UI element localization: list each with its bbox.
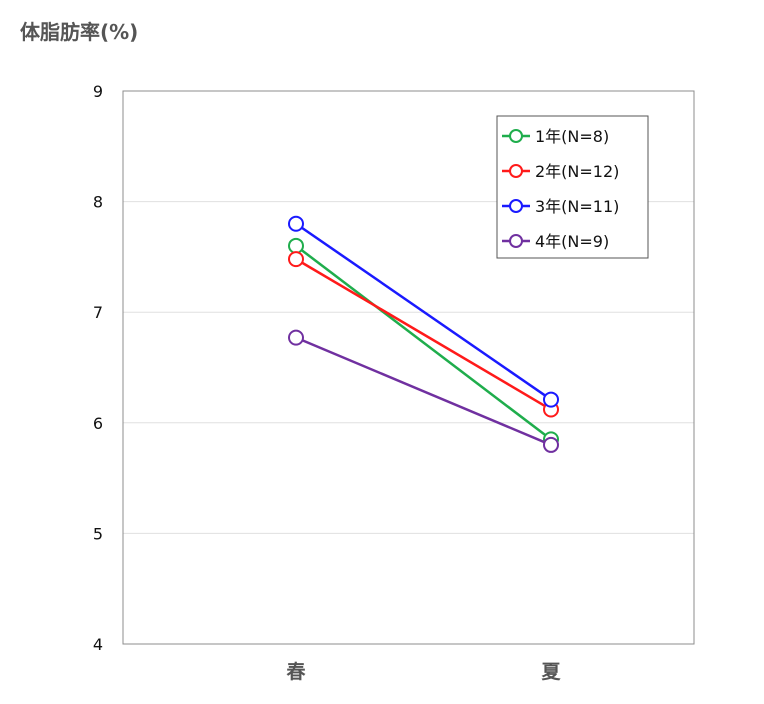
data-point [543,436,559,453]
legend-swatch-marker [509,129,523,143]
data-point [543,391,559,408]
y-tick-label: 6 [93,414,103,433]
series-3 [288,215,559,408]
x-category-label: 夏 [541,661,561,683]
legend-label: 3年(N=11) [535,197,619,216]
legend-swatch-marker [509,234,523,248]
y-tick-label: 8 [93,193,103,212]
series-1 [288,237,559,448]
series-line [295,244,552,441]
data-point [288,251,304,268]
legend-label: 4年(N=9) [535,232,609,251]
series-line [295,258,552,411]
data-point [288,329,304,346]
y-tick-label: 7 [93,303,103,322]
legend-swatch-marker [509,199,523,213]
y-tick-label: 9 [93,82,103,101]
series-4 [288,329,559,453]
legend-item: 1年(N=8) [502,127,609,146]
x-category-label: 春 [286,660,305,683]
series-lines [288,215,559,453]
plot-area [122,90,695,645]
data-point [288,215,304,232]
y-axis-ticks: 4 5 6 7 8 9 [93,82,103,654]
y-tick-label: 4 [93,635,103,654]
legend-label: 1年(N=8) [535,127,609,146]
x-axis-categories: 春夏 [286,660,561,683]
legend-swatch-marker [509,164,523,178]
gridlines [123,201,694,534]
legend-box [496,115,649,259]
legend-item: 3年(N=11) [502,197,619,216]
legend-label: 2年(N=12) [535,162,619,181]
legend: 1年(N=8) 2年(N=12) 3年(N=11) 4年(N=9) [496,115,649,259]
series-line [295,222,552,401]
series-line [295,336,552,447]
data-point [288,237,304,254]
chart-title: 体脂肪率(%) [20,20,139,44]
y-tick-label: 5 [93,524,103,543]
legend-item: 4年(N=9) [502,232,609,251]
legend-item: 2年(N=12) [502,162,619,181]
